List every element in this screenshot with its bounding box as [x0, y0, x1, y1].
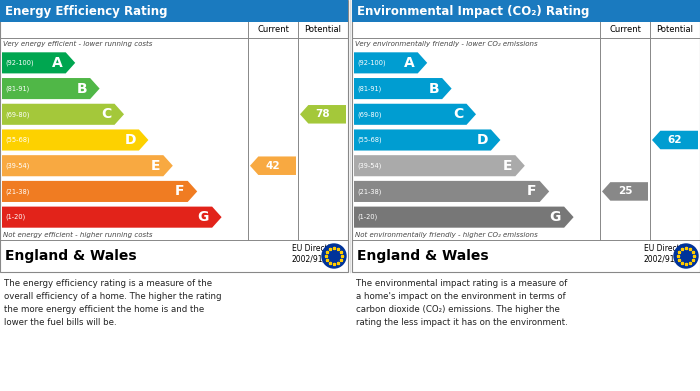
Polygon shape [2, 181, 197, 202]
Text: Current: Current [257, 25, 289, 34]
Polygon shape [652, 131, 698, 149]
Text: E: E [150, 159, 160, 173]
Bar [0, 0, 348, 22]
Text: 62: 62 [668, 135, 682, 145]
Text: G: G [197, 210, 209, 224]
Text: (92-100): (92-100) [357, 59, 386, 66]
Text: 25: 25 [617, 187, 632, 196]
Text: Potential: Potential [304, 25, 342, 34]
Text: F: F [175, 185, 185, 198]
Polygon shape [602, 182, 648, 201]
Text: Very environmentally friendly - lower CO₂ emissions: Very environmentally friendly - lower CO… [355, 41, 538, 47]
Polygon shape [2, 52, 75, 74]
Text: Potential: Potential [657, 25, 694, 34]
Text: England & Wales: England & Wales [357, 249, 489, 263]
Bar [0, 0, 348, 272]
Text: 78: 78 [316, 109, 330, 119]
Polygon shape [354, 155, 525, 176]
Text: 42: 42 [266, 161, 280, 171]
Text: Environmental Impact (CO₂) Rating: Environmental Impact (CO₂) Rating [357, 5, 589, 18]
Polygon shape [354, 129, 500, 151]
Text: A: A [52, 56, 63, 70]
Text: (55-68): (55-68) [357, 137, 382, 143]
Text: Energy Efficiency Rating: Energy Efficiency Rating [5, 5, 167, 18]
Text: (39-54): (39-54) [357, 163, 382, 169]
Circle shape [322, 244, 346, 268]
Polygon shape [2, 155, 173, 176]
Text: (81-91): (81-91) [357, 85, 382, 92]
Bar [352, 0, 700, 272]
Text: Very energy efficient - lower running costs: Very energy efficient - lower running co… [3, 41, 153, 47]
Text: (92-100): (92-100) [5, 59, 34, 66]
Polygon shape [354, 104, 476, 125]
Polygon shape [354, 206, 573, 228]
Text: EU Directive
2002/91/EC: EU Directive 2002/91/EC [292, 244, 339, 264]
Text: Current: Current [609, 25, 641, 34]
Text: B: B [76, 82, 87, 95]
Polygon shape [354, 78, 452, 99]
Text: (55-68): (55-68) [5, 137, 29, 143]
Polygon shape [2, 104, 124, 125]
Text: C: C [102, 107, 111, 121]
Text: D: D [125, 133, 136, 147]
Text: EU Directive
2002/91/EC: EU Directive 2002/91/EC [644, 244, 691, 264]
Text: C: C [454, 107, 463, 121]
Polygon shape [250, 156, 296, 175]
Text: Not environmentally friendly - higher CO₂ emissions: Not environmentally friendly - higher CO… [355, 232, 538, 238]
Text: (1-20): (1-20) [5, 214, 25, 221]
Text: B: B [428, 82, 439, 95]
Polygon shape [354, 181, 550, 202]
Text: (81-91): (81-91) [5, 85, 29, 92]
Text: F: F [527, 185, 537, 198]
Text: The environmental impact rating is a measure of
a home's impact on the environme: The environmental impact rating is a mea… [356, 279, 568, 326]
Text: D: D [477, 133, 488, 147]
Bar [352, 0, 700, 22]
Text: E: E [503, 159, 512, 173]
Text: England & Wales: England & Wales [5, 249, 136, 263]
Polygon shape [354, 52, 427, 74]
Polygon shape [2, 129, 148, 151]
Text: (1-20): (1-20) [357, 214, 377, 221]
Text: (69-80): (69-80) [357, 111, 382, 118]
Polygon shape [300, 105, 346, 124]
Text: The energy efficiency rating is a measure of the
overall efficiency of a home. T: The energy efficiency rating is a measur… [4, 279, 221, 326]
Text: G: G [550, 210, 561, 224]
Text: A: A [404, 56, 414, 70]
Text: (69-80): (69-80) [5, 111, 29, 118]
Text: Not energy efficient - higher running costs: Not energy efficient - higher running co… [3, 232, 153, 238]
Circle shape [674, 244, 698, 268]
Text: (21-38): (21-38) [357, 188, 382, 195]
Polygon shape [2, 78, 99, 99]
Polygon shape [2, 206, 222, 228]
Text: (21-38): (21-38) [5, 188, 29, 195]
Text: (39-54): (39-54) [5, 163, 29, 169]
